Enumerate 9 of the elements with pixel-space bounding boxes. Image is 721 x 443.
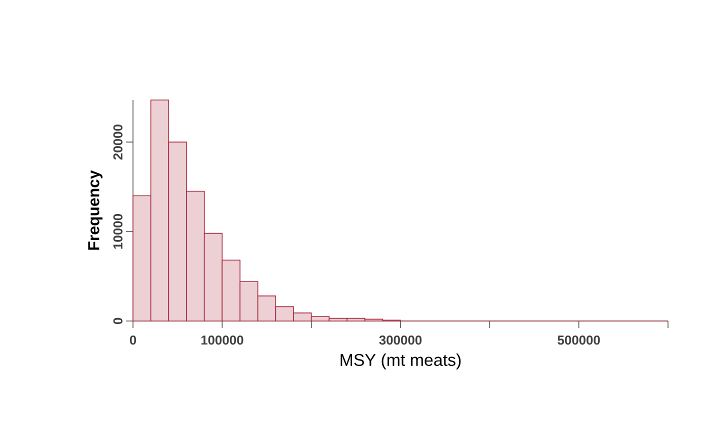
x-tick-label: 500000 — [558, 336, 600, 345]
y-axis-title: Frequency — [88, 170, 102, 250]
y-tick-label: 0 — [113, 318, 122, 324]
x-tick-label: 100000 — [201, 336, 244, 345]
y-tick-label: 10000 — [113, 214, 122, 249]
x-axis-title: MSY (mt meats) — [340, 354, 461, 370]
x-tick-label: 0 — [130, 336, 136, 345]
y-tick-label: 20000 — [113, 124, 122, 160]
x-tick-label: 300000 — [379, 336, 422, 345]
